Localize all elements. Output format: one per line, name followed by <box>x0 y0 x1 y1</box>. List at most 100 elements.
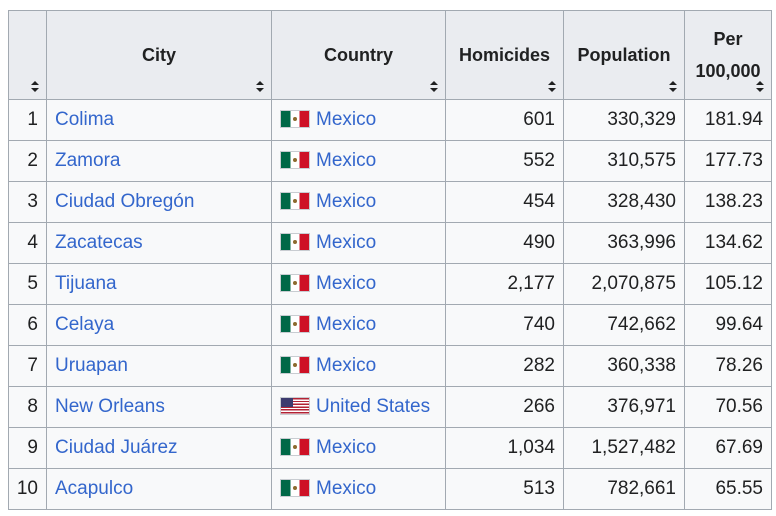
united-states-flag-icon[interactable] <box>280 397 310 415</box>
table-row: 3 Ciudad Obregón Mexico 454 328,430 138.23 <box>8 181 772 223</box>
city-link[interactable]: Uruapan <box>55 355 128 376</box>
population-cell: 328,430 <box>563 181 685 223</box>
country-link[interactable]: United States <box>316 396 431 417</box>
rank-cell: 4 <box>8 222 47 264</box>
city-cell: Uruapan <box>46 345 272 387</box>
country-link[interactable]: Mexico <box>316 314 377 335</box>
per-100000-cell: 78.26 <box>684 345 772 387</box>
table-row: 1 Colima Mexico 601 330,329 181.94 <box>8 99 772 141</box>
country-cell: Mexico <box>271 345 446 387</box>
country-cell: United States <box>271 386 446 428</box>
per-header-label-line1: Per <box>713 29 743 49</box>
country-cell: Mexico <box>271 222 446 264</box>
homicides-header-label: Homicides <box>458 45 551 65</box>
population-cell: 742,662 <box>563 304 685 346</box>
city-cell: Zamora <box>46 140 272 182</box>
population-column-header[interactable]: Population <box>563 10 685 100</box>
per-header-label-line2: 100,000 <box>695 61 761 81</box>
rank-cell: 5 <box>8 263 47 305</box>
city-cell: Ciudad Juárez <box>46 427 272 469</box>
table-row: 6 Celaya Mexico 740 742,662 99.64 <box>8 304 772 346</box>
homicides-cell: 454 <box>445 181 564 223</box>
city-header-label: City <box>141 45 176 65</box>
sort-icon[interactable] <box>548 81 556 92</box>
city-link[interactable]: New Orleans <box>55 396 165 417</box>
table-row: 8 New Orleans United States 266 376,971 70.56 <box>8 386 772 428</box>
rank-cell: 7 <box>8 345 47 387</box>
country-cell: Mexico <box>271 99 446 141</box>
table-row: 4 Zacatecas Mexico 490 363,996 134.62 <box>8 222 772 264</box>
sort-icon[interactable] <box>31 81 39 92</box>
population-cell: 330,329 <box>563 99 685 141</box>
sort-icon[interactable] <box>756 81 764 92</box>
sort-icon[interactable] <box>256 81 264 92</box>
city-link[interactable]: Ciudad Juárez <box>55 437 178 458</box>
homicides-cell: 266 <box>445 386 564 428</box>
country-link[interactable]: Mexico <box>316 478 377 499</box>
mexico-flag-icon[interactable] <box>280 356 310 374</box>
country-link[interactable]: Mexico <box>316 273 377 294</box>
mexico-flag-icon[interactable] <box>280 315 310 333</box>
population-cell: 363,996 <box>563 222 685 264</box>
mexico-flag-icon[interactable] <box>280 110 310 128</box>
city-cell: Tijuana <box>46 263 272 305</box>
per-100000-cell: 181.94 <box>684 99 772 141</box>
rank-column-header[interactable] <box>8 10 47 100</box>
per-100000-cell: 65.55 <box>684 468 772 510</box>
country-column-header[interactable]: Country <box>271 10 446 100</box>
city-cell: Colima <box>46 99 272 141</box>
homicides-cell: 2,177 <box>445 263 564 305</box>
homicides-cell: 1,034 <box>445 427 564 469</box>
country-cell: Mexico <box>271 263 446 305</box>
population-cell: 360,338 <box>563 345 685 387</box>
per-100000-cell: 134.62 <box>684 222 772 264</box>
per-100000-cell: 177.73 <box>684 140 772 182</box>
population-cell: 782,661 <box>563 468 685 510</box>
table-header-row: City Country Homicides Population Per 10… <box>8 10 772 100</box>
per-100000-column-header[interactable]: Per 100,000 <box>684 10 772 100</box>
city-link[interactable]: Ciudad Obregón <box>55 191 195 212</box>
mexico-flag-icon[interactable] <box>280 192 310 210</box>
city-link[interactable]: Colima <box>55 109 115 130</box>
country-link[interactable]: Mexico <box>316 150 377 171</box>
city-link[interactable]: Zamora <box>55 150 121 171</box>
population-cell: 310,575 <box>563 140 685 182</box>
homicide-rate-table: City Country Homicides Population Per 10… <box>8 10 772 510</box>
country-cell: Mexico <box>271 304 446 346</box>
population-cell: 376,971 <box>563 386 685 428</box>
table-row: 9 Ciudad Juárez Mexico 1,034 1,527,482 67.69 <box>8 427 772 469</box>
city-link[interactable]: Tijuana <box>55 273 117 294</box>
country-link[interactable]: Mexico <box>316 232 377 253</box>
homicides-cell: 513 <box>445 468 564 510</box>
per-100000-cell: 99.64 <box>684 304 772 346</box>
city-cell: Acapulco <box>46 468 272 510</box>
mexico-flag-icon[interactable] <box>280 274 310 292</box>
per-100000-cell: 138.23 <box>684 181 772 223</box>
country-link[interactable]: Mexico <box>316 191 377 212</box>
mexico-flag-icon[interactable] <box>280 233 310 251</box>
country-link[interactable]: Mexico <box>316 109 377 130</box>
mexico-flag-icon[interactable] <box>280 438 310 456</box>
rank-cell: 9 <box>8 427 47 469</box>
rank-cell: 3 <box>8 181 47 223</box>
country-link[interactable]: Mexico <box>316 355 377 376</box>
city-link[interactable]: Zacatecas <box>55 232 143 253</box>
country-link[interactable]: Mexico <box>316 437 377 458</box>
city-cell: Ciudad Obregón <box>46 181 272 223</box>
sort-icon[interactable] <box>669 81 677 92</box>
mexico-flag-icon[interactable] <box>280 479 310 497</box>
country-cell: Mexico <box>271 140 446 182</box>
sort-icon[interactable] <box>430 81 438 92</box>
homicides-cell: 740 <box>445 304 564 346</box>
mexico-flag-icon[interactable] <box>280 151 310 169</box>
homicides-cell: 490 <box>445 222 564 264</box>
city-link[interactable]: Acapulco <box>55 478 134 499</box>
city-cell: Zacatecas <box>46 222 272 264</box>
population-cell: 1,527,482 <box>563 427 685 469</box>
homicides-column-header[interactable]: Homicides <box>445 10 564 100</box>
city-link[interactable]: Celaya <box>55 314 115 335</box>
city-column-header[interactable]: City <box>46 10 272 100</box>
country-cell: Mexico <box>271 468 446 510</box>
rank-cell: 1 <box>8 99 47 141</box>
city-cell: Celaya <box>46 304 272 346</box>
